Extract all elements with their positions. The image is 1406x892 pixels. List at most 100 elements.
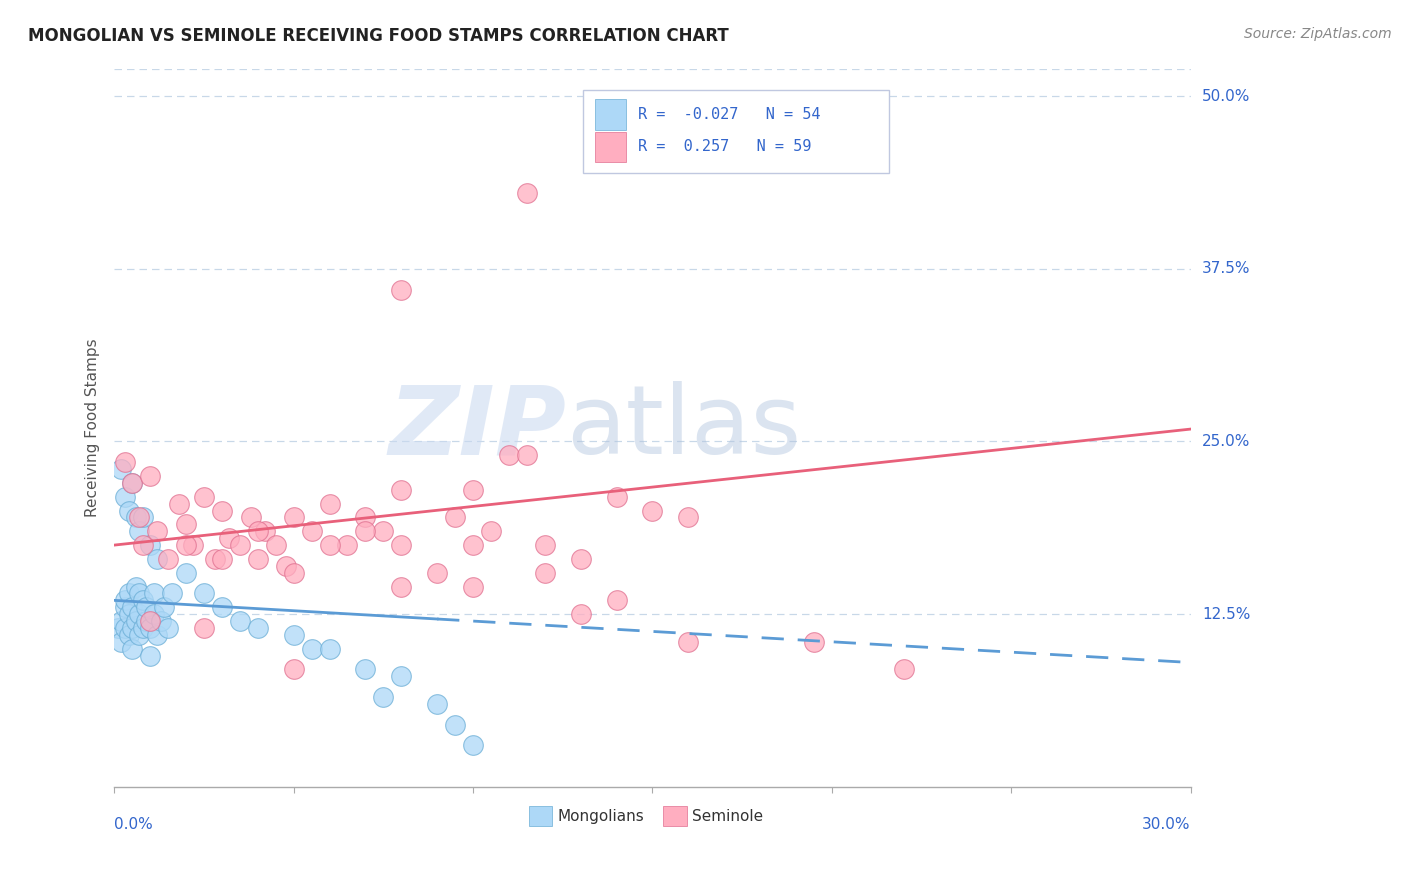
Point — [516, 448, 538, 462]
Point — [426, 566, 449, 580]
Point — [157, 552, 180, 566]
Point — [389, 669, 412, 683]
Point — [389, 580, 412, 594]
Point — [128, 586, 150, 600]
Point — [301, 641, 323, 656]
Point — [218, 531, 240, 545]
Point — [153, 600, 176, 615]
Point — [167, 497, 190, 511]
Point — [181, 538, 204, 552]
Point — [389, 283, 412, 297]
Point — [498, 448, 520, 462]
Point — [318, 497, 340, 511]
Point — [107, 621, 129, 635]
Point — [128, 524, 150, 539]
Point — [135, 614, 157, 628]
Point — [121, 621, 143, 635]
Text: 30.0%: 30.0% — [1142, 817, 1191, 832]
Point — [117, 586, 139, 600]
Point — [461, 483, 484, 497]
Point — [641, 503, 664, 517]
Bar — [595, 99, 626, 129]
Bar — [664, 806, 688, 826]
Point — [803, 635, 825, 649]
Point — [246, 552, 269, 566]
Bar — [595, 132, 626, 162]
Point — [389, 538, 412, 552]
Point — [114, 455, 136, 469]
Point — [139, 648, 162, 663]
Point — [146, 524, 169, 539]
Point — [125, 580, 148, 594]
Point — [139, 614, 162, 628]
Point — [516, 186, 538, 200]
Point — [534, 538, 557, 552]
Point — [193, 490, 215, 504]
Point — [110, 614, 132, 628]
Point — [139, 469, 162, 483]
Y-axis label: Receiving Food Stamps: Receiving Food Stamps — [86, 338, 100, 517]
Point — [318, 641, 340, 656]
Point — [318, 538, 340, 552]
Point — [253, 524, 276, 539]
Point — [444, 510, 467, 524]
Point — [276, 558, 298, 573]
Point — [125, 510, 148, 524]
Point — [121, 475, 143, 490]
Point — [461, 538, 484, 552]
Point — [125, 614, 148, 628]
Point — [246, 621, 269, 635]
Point — [193, 621, 215, 635]
Point — [479, 524, 502, 539]
Point — [114, 621, 136, 635]
Point — [142, 586, 165, 600]
Text: 37.5%: 37.5% — [1202, 261, 1250, 277]
Point — [354, 662, 377, 676]
Point — [283, 662, 305, 676]
Point — [121, 600, 143, 615]
Point — [354, 524, 377, 539]
Point — [301, 524, 323, 539]
Point — [426, 697, 449, 711]
Text: MONGOLIAN VS SEMINOLE RECEIVING FOOD STAMPS CORRELATION CHART: MONGOLIAN VS SEMINOLE RECEIVING FOOD STA… — [28, 27, 728, 45]
Point — [135, 600, 157, 615]
Point — [142, 607, 165, 622]
Point — [354, 510, 377, 524]
Point — [132, 621, 155, 635]
Point — [114, 593, 136, 607]
Point — [128, 607, 150, 622]
Point — [121, 475, 143, 490]
Point — [373, 524, 395, 539]
Point — [128, 510, 150, 524]
Text: atlas: atlas — [567, 381, 801, 475]
Point — [139, 538, 162, 552]
Point — [211, 503, 233, 517]
Text: R =  -0.027   N = 54: R = -0.027 N = 54 — [638, 107, 821, 122]
Bar — [529, 806, 553, 826]
Point — [678, 510, 700, 524]
Point — [132, 593, 155, 607]
Point — [239, 510, 262, 524]
Point — [246, 524, 269, 539]
Point — [174, 517, 197, 532]
Point — [534, 566, 557, 580]
Point — [114, 600, 136, 615]
Point — [114, 490, 136, 504]
Point — [132, 510, 155, 524]
Point — [444, 717, 467, 731]
Text: ZIP: ZIP — [388, 381, 567, 475]
Point — [174, 566, 197, 580]
Text: 50.0%: 50.0% — [1202, 88, 1250, 103]
Point — [117, 503, 139, 517]
Point — [606, 490, 628, 504]
Text: R =  0.257   N = 59: R = 0.257 N = 59 — [638, 139, 811, 154]
Point — [204, 552, 226, 566]
Point — [128, 628, 150, 642]
Point — [160, 586, 183, 600]
Point — [211, 552, 233, 566]
FancyBboxPatch shape — [582, 90, 890, 173]
Point — [174, 538, 197, 552]
Point — [110, 635, 132, 649]
Point — [229, 614, 252, 628]
Point — [117, 628, 139, 642]
